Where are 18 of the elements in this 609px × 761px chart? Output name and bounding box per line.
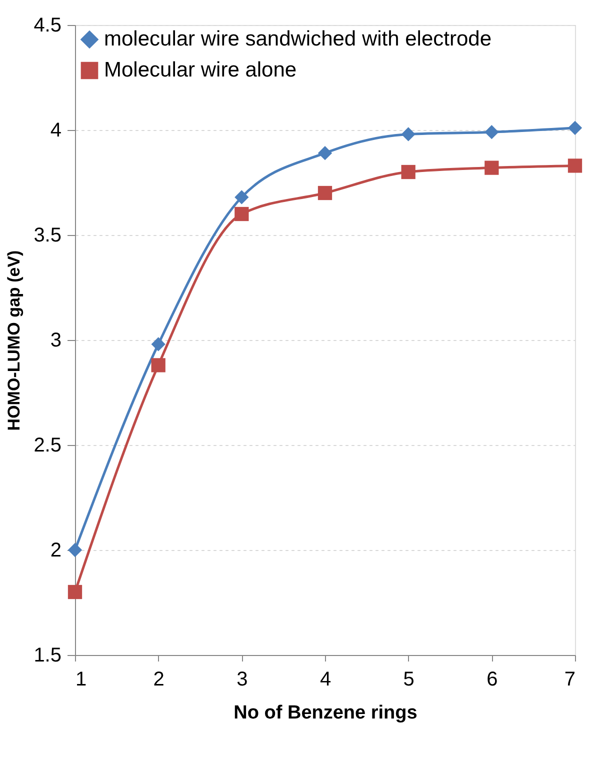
- x-tick-label: 2: [153, 668, 164, 690]
- x-tick-label: 6: [486, 668, 498, 690]
- x-tick-label: 4: [320, 668, 332, 690]
- x-axis-title: No of Benzene rings: [234, 702, 418, 724]
- y-tick-label: 2.5: [34, 434, 62, 456]
- legend-label: molecular wire sandwiched with electrode: [104, 28, 492, 50]
- y-tick-label: 4: [50, 120, 62, 142]
- x-tick-label: 7: [564, 668, 576, 690]
- x-tick-label: 1: [76, 668, 87, 690]
- y-tick-label: 4.5: [34, 14, 62, 36]
- x-tick-label: 3: [236, 668, 248, 690]
- y-tick-label: 3: [50, 330, 62, 352]
- legend-label: Molecular wire alone: [104, 58, 297, 82]
- y-axis-title: HOMO-LUMO gap (eV): [4, 250, 24, 431]
- y-tick-label: 3.5: [34, 224, 62, 246]
- x-tick-label: 5: [403, 668, 414, 690]
- y-tick-label: 1.5: [34, 644, 62, 666]
- y-tick-label: 2: [50, 540, 62, 562]
